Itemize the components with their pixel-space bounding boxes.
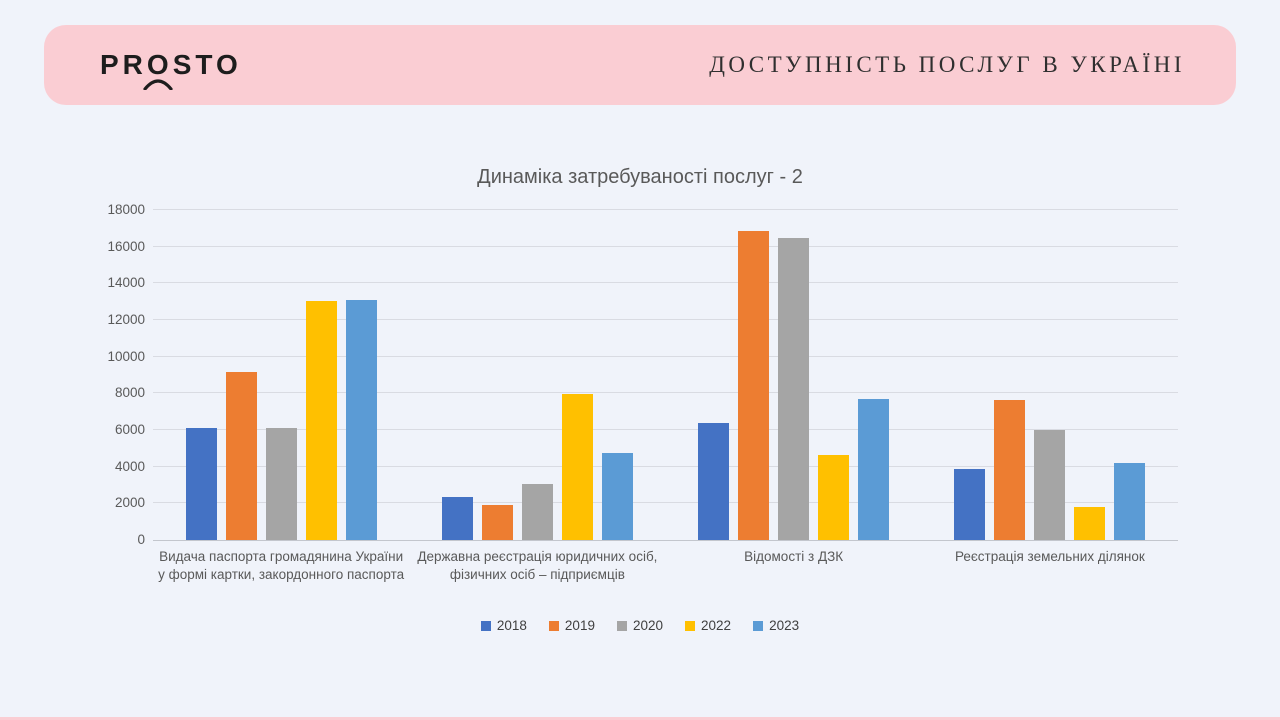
gridline <box>153 502 1178 504</box>
bar-2023 <box>1114 463 1146 540</box>
bar-group <box>922 210 1178 540</box>
bar-2019 <box>738 231 770 540</box>
gridline <box>153 282 1178 284</box>
person-arc-icon <box>143 79 173 90</box>
legend-label: 2022 <box>701 618 732 633</box>
bar-2023 <box>858 398 890 540</box>
y-tick-label: 10000 <box>107 348 145 364</box>
y-tick-label: 0 <box>137 532 145 547</box>
x-axis-category-labels: Видача паспорта громадянина України у фо… <box>153 548 1178 584</box>
bar-2022 <box>818 454 850 540</box>
y-tick-label: 18000 <box>107 202 145 217</box>
legend-item: 2022 <box>685 618 731 633</box>
legend-label: 2023 <box>769 618 800 633</box>
x-category-label: Відомості з ДЗК <box>744 549 844 564</box>
legend-item: 2023 <box>753 618 799 633</box>
legend-swatch <box>548 620 559 631</box>
bar-2022 <box>305 300 337 540</box>
bar-2019 <box>994 399 1026 540</box>
plot-area <box>153 209 1178 541</box>
bar-group <box>153 210 409 540</box>
bar-2023 <box>601 452 633 540</box>
y-axis-tick-labels: 0 2000 4000 6000 8000 10000 12000 14000 16000 180… <box>0 202 145 547</box>
legend-swatch <box>616 620 627 631</box>
y-tick-label: 14000 <box>107 275 145 291</box>
legend-swatch <box>685 620 696 631</box>
legend-item: 2018 <box>480 618 527 633</box>
bar-2018 <box>185 428 217 540</box>
header-title: ДОСТУПНІСТЬ ПОСЛУГ В УКРАЇНІ <box>709 52 1185 77</box>
x-category-label: Реєстрація земельних ділянок <box>954 549 1145 564</box>
gridline <box>153 319 1178 320</box>
gridline <box>153 429 1178 430</box>
gridline <box>153 465 1178 467</box>
bar-group <box>409 210 665 540</box>
bar-2018 <box>441 496 473 540</box>
bar-2020 <box>1034 430 1066 540</box>
bar-2022 <box>561 394 593 540</box>
legend-label: 2018 <box>496 618 527 633</box>
header-banner: PR O STO ДОСТУПНІСТЬ ПОСЛУГ В УКРАЇНІ <box>44 25 1236 105</box>
gridline <box>153 245 1178 247</box>
legend-label: 2020 <box>632 618 664 633</box>
chart-legend: 2018 2019 2020 2022 2023 <box>0 618 1280 633</box>
gridline <box>153 209 1178 210</box>
bar-2018 <box>698 422 730 540</box>
legend-item: 2019 <box>548 618 595 633</box>
bar-2020 <box>265 428 297 540</box>
gridline <box>153 392 1178 394</box>
y-tick-label: 4000 <box>114 458 145 474</box>
bar-2018 <box>954 468 986 540</box>
logo-text-post: STO <box>172 49 242 80</box>
y-tick-label: 2000 <box>114 495 145 511</box>
bar-2020 <box>521 484 553 540</box>
bar-2023 <box>345 299 377 540</box>
gridline <box>153 355 1178 357</box>
y-tick-label: 16000 <box>107 238 145 254</box>
bar-groups <box>153 210 1178 540</box>
legend-swatch <box>480 620 491 631</box>
prosto-logo: PR O STO <box>100 49 242 90</box>
bottom-accent-strip <box>0 717 1280 720</box>
bar-group <box>666 210 922 540</box>
x-category-label: Видача паспорта громадянина України у фо… <box>158 549 405 583</box>
y-tick-label: 12000 <box>107 312 145 327</box>
bar-2020 <box>778 238 810 540</box>
x-category-label: Державна реєстрація юридичних осіб, фізи… <box>417 549 658 583</box>
legend-label: 2019 <box>564 618 595 633</box>
legend-swatch <box>753 620 764 631</box>
y-tick-label: 6000 <box>114 422 145 437</box>
logo-text-pre: PR <box>100 49 147 80</box>
bar-2019 <box>481 505 513 540</box>
legend-item: 2020 <box>616 618 664 633</box>
chart-title: Динаміка затребуваності послуг - 2 <box>477 166 803 188</box>
bar-2022 <box>1074 507 1106 540</box>
logo-letter-o: O <box>143 49 173 90</box>
y-tick-label: 8000 <box>114 385 145 401</box>
bar-2019 <box>225 372 257 540</box>
